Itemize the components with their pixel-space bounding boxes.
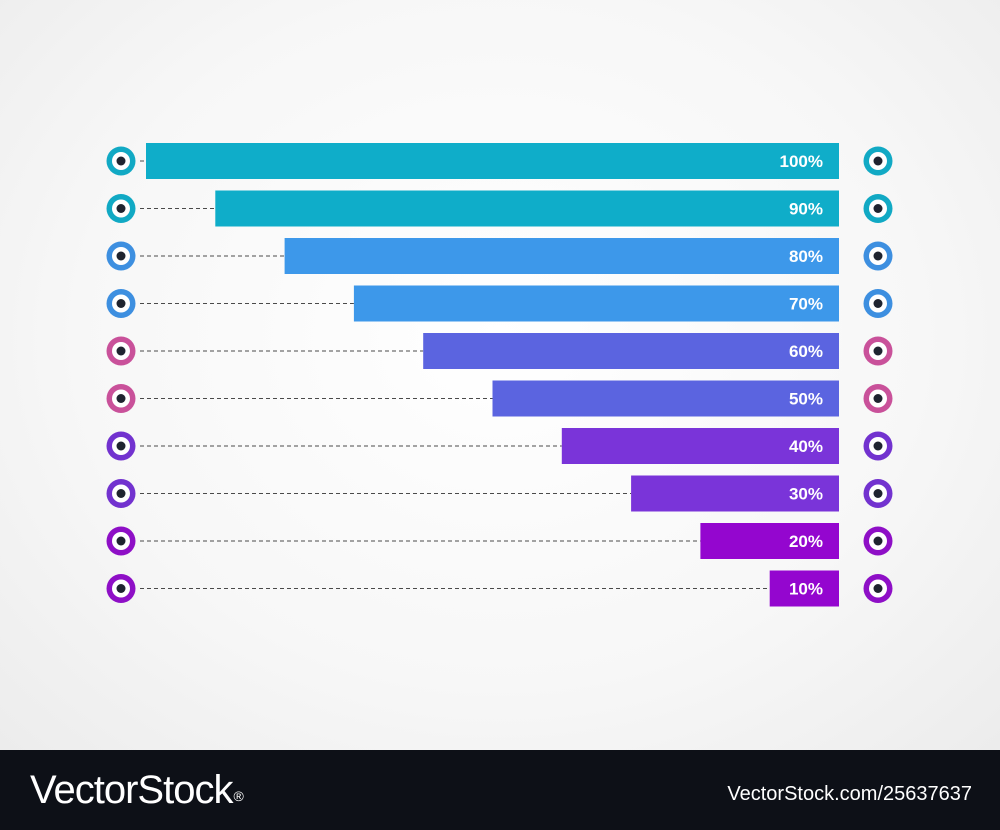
registered-mark: ® — [233, 788, 243, 804]
left-target-circle-icon-4 — [106, 289, 136, 318]
right-target-circle-icon-8 — [863, 479, 893, 508]
left-target-circle-icon-6 — [106, 384, 136, 413]
bar-9 — [700, 523, 839, 559]
left-target-circle-icon-5 — [106, 336, 136, 366]
marker-dot — [873, 441, 883, 451]
marker-dot — [116, 156, 126, 166]
bar-label-9: 20% — [789, 532, 823, 551]
left-target-circle-icon-1 — [106, 146, 136, 176]
marker-dot — [116, 299, 126, 308]
marker-dot — [116, 251, 126, 261]
bar-10 — [769, 570, 839, 607]
left-target-circle-icon-9 — [106, 526, 136, 556]
right-target-circle-icon-7 — [863, 431, 893, 461]
marker-dot — [116, 204, 126, 213]
bar-label-6: 50% — [789, 390, 823, 409]
bar-label-4: 70% — [789, 295, 823, 314]
right-target-circle-icon-1 — [863, 146, 893, 176]
bar-label-7: 40% — [789, 437, 823, 456]
bar-4 — [353, 285, 839, 322]
bar-6 — [492, 380, 839, 417]
marker-dot — [873, 489, 883, 498]
right-target-circle-icon-9 — [863, 526, 893, 556]
bar-label-5: 60% — [789, 342, 823, 361]
marker-dot — [873, 299, 883, 308]
left-target-circle-icon-10 — [106, 574, 136, 603]
marker-dot — [873, 346, 883, 356]
marker-dot — [873, 204, 883, 213]
marker-dot — [873, 251, 883, 261]
right-target-circle-icon-10 — [863, 574, 893, 603]
right-target-circle-icon-2 — [863, 194, 893, 223]
marker-dot — [116, 394, 126, 403]
bar-label-10: 10% — [789, 580, 823, 599]
bar-5 — [423, 333, 839, 369]
bar-label-1: 100% — [780, 152, 823, 171]
marker-dot — [873, 394, 883, 403]
marker-dot — [116, 346, 126, 356]
bar-8 — [631, 475, 839, 512]
bar-label-2: 90% — [789, 200, 823, 219]
marker-dot — [116, 489, 126, 498]
left-target-circle-icon-3 — [106, 241, 136, 271]
bar-7 — [561, 428, 839, 464]
left-target-circle-icon-8 — [106, 479, 136, 508]
right-target-circle-icon-4 — [863, 289, 893, 318]
watermark-footer: VectorStock® VectorStock.com/25637637 — [0, 750, 1000, 830]
funnel-bar-chart: 100% 90% 80% 70% 60% 50% 40% 30% 20% 10% — [106, 143, 893, 607]
marker-dot — [116, 536, 126, 546]
brand-text: VectorStock — [30, 768, 233, 812]
marker-dot — [116, 441, 126, 451]
bar-label-8: 30% — [789, 485, 823, 504]
left-target-circle-icon-7 — [106, 431, 136, 461]
chart-canvas: 100% 90% 80% 70% 60% 50% 40% 30% 20% 10% — [0, 0, 1000, 750]
right-target-circle-icon-5 — [863, 336, 893, 366]
marker-dot — [873, 536, 883, 546]
marker-dot — [116, 584, 126, 593]
left-target-circle-icon-2 — [106, 194, 136, 223]
image-id-text: VectorStock.com/25637637 — [727, 783, 972, 805]
bar-1 — [146, 143, 839, 179]
bar-label-3: 80% — [789, 247, 823, 266]
right-target-circle-icon-6 — [863, 384, 893, 413]
marker-dot — [873, 584, 883, 593]
vectorstock-logo: VectorStock® — [30, 764, 244, 816]
marker-dot — [873, 156, 883, 166]
bar-3 — [284, 238, 840, 274]
bar-2 — [215, 190, 840, 227]
right-target-circle-icon-3 — [863, 241, 893, 271]
